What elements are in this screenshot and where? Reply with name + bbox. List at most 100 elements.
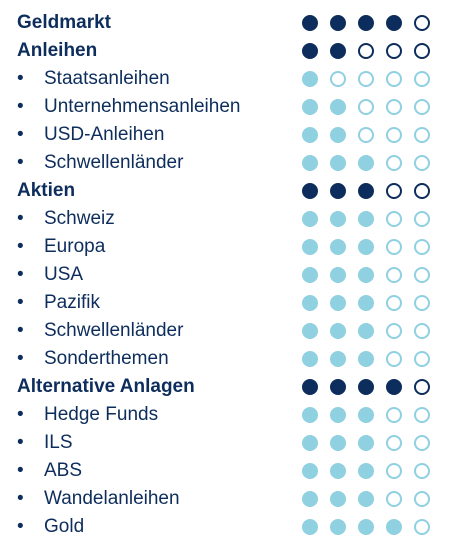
filled-dot-icon xyxy=(358,351,374,367)
filled-dot-icon xyxy=(330,491,346,507)
category-label: Anleihen xyxy=(17,40,98,61)
filled-dot-icon xyxy=(330,239,346,255)
filled-dot-icon xyxy=(330,519,346,535)
filled-dot-icon xyxy=(358,407,374,423)
empty-dot-icon xyxy=(386,155,402,171)
rating-dots xyxy=(301,350,433,368)
filled-dot-icon xyxy=(330,463,346,479)
rating-dots xyxy=(301,434,433,452)
filled-dot-icon xyxy=(386,519,402,535)
bullet-icon: • xyxy=(17,404,24,425)
rating-dots xyxy=(301,266,433,284)
subcategory-label: Staatsanleihen xyxy=(44,68,170,89)
subcategory-row: • USD-Anleihen xyxy=(0,121,462,149)
category-label: Geldmarkt xyxy=(17,12,111,33)
filled-dot-icon xyxy=(330,323,346,339)
filled-dot-icon xyxy=(302,491,318,507)
subcategory-label: Hedge Funds xyxy=(44,404,159,425)
bullet-icon: • xyxy=(17,488,24,509)
subcategory-label: USA xyxy=(44,264,84,285)
filled-dot-icon xyxy=(330,127,346,143)
filled-dot-icon xyxy=(358,239,374,255)
empty-dot-icon xyxy=(386,323,402,339)
empty-dot-icon xyxy=(414,71,430,87)
filled-dot-icon xyxy=(358,183,374,199)
filled-dot-icon xyxy=(302,127,318,143)
filled-dot-icon xyxy=(302,407,318,423)
filled-dot-icon xyxy=(358,323,374,339)
filled-dot-icon xyxy=(302,183,318,199)
bullet-icon: • xyxy=(17,460,24,481)
empty-dot-icon xyxy=(414,435,430,451)
bullet-icon: • xyxy=(17,68,24,89)
filled-dot-icon xyxy=(330,407,346,423)
subcategory-row: • Wandelanleihen xyxy=(0,485,462,513)
filled-dot-icon xyxy=(386,379,402,395)
subcategory-label: Sonderthemen xyxy=(44,348,169,369)
subcategory-label: Pazifik xyxy=(44,292,100,313)
empty-dot-icon xyxy=(386,127,402,143)
empty-dot-icon xyxy=(386,183,402,199)
empty-dot-icon xyxy=(414,519,430,535)
subcategory-label: Unternehmensanleihen xyxy=(44,96,241,117)
filled-dot-icon xyxy=(302,267,318,283)
subcategory-label: Gold xyxy=(44,516,85,537)
category-row: Aktien xyxy=(0,177,462,205)
filled-dot-icon xyxy=(302,71,318,87)
filled-dot-icon xyxy=(330,351,346,367)
bullet-icon: • xyxy=(17,124,24,145)
subcategory-label: Schwellenländer xyxy=(44,320,184,341)
rating-dots xyxy=(301,238,433,256)
subcategory-row: • Sonderthemen xyxy=(0,345,462,373)
filled-dot-icon xyxy=(302,379,318,395)
empty-dot-icon xyxy=(414,155,430,171)
filled-dot-icon xyxy=(358,379,374,395)
bullet-icon: • xyxy=(17,96,24,117)
empty-dot-icon xyxy=(358,99,374,115)
empty-dot-icon xyxy=(414,491,430,507)
empty-dot-icon xyxy=(414,211,430,227)
empty-dot-icon xyxy=(414,379,430,395)
filled-dot-icon xyxy=(302,43,318,59)
subcategory-row: • Hedge Funds xyxy=(0,401,462,429)
filled-dot-icon xyxy=(358,491,374,507)
filled-dot-icon xyxy=(302,295,318,311)
bullet-icon: • xyxy=(17,292,24,313)
filled-dot-icon xyxy=(330,99,346,115)
filled-dot-icon xyxy=(358,519,374,535)
empty-dot-icon xyxy=(414,351,430,367)
subcategory-row: • Unternehmensanleihen xyxy=(0,93,462,121)
empty-dot-icon xyxy=(386,295,402,311)
category-row: Anleihen xyxy=(0,37,462,65)
filled-dot-icon xyxy=(302,323,318,339)
empty-dot-icon xyxy=(414,323,430,339)
filled-dot-icon xyxy=(330,15,346,31)
subcategory-row: • Schwellenländer xyxy=(0,149,462,177)
empty-dot-icon xyxy=(414,99,430,115)
filled-dot-icon xyxy=(330,379,346,395)
bullet-icon: • xyxy=(17,320,24,341)
filled-dot-icon xyxy=(330,267,346,283)
empty-dot-icon xyxy=(414,239,430,255)
empty-dot-icon xyxy=(386,407,402,423)
filled-dot-icon xyxy=(358,435,374,451)
filled-dot-icon xyxy=(302,239,318,255)
empty-dot-icon xyxy=(386,435,402,451)
category-row: Geldmarkt xyxy=(0,9,462,37)
subcategory-row: • Europa xyxy=(0,233,462,261)
empty-dot-icon xyxy=(386,211,402,227)
subcategory-label: Schweiz xyxy=(44,208,115,229)
empty-dot-icon xyxy=(414,127,430,143)
bullet-icon: • xyxy=(17,264,24,285)
subcategory-label: ILS xyxy=(44,432,73,453)
category-label: Aktien xyxy=(17,180,76,201)
empty-dot-icon xyxy=(414,407,430,423)
subcategory-row: • ABS xyxy=(0,457,462,485)
filled-dot-icon xyxy=(330,295,346,311)
bullet-icon: • xyxy=(17,208,24,229)
subcategory-label: USD-Anleihen xyxy=(44,124,165,145)
empty-dot-icon xyxy=(414,43,430,59)
rating-dots xyxy=(301,70,433,88)
filled-dot-icon xyxy=(358,155,374,171)
